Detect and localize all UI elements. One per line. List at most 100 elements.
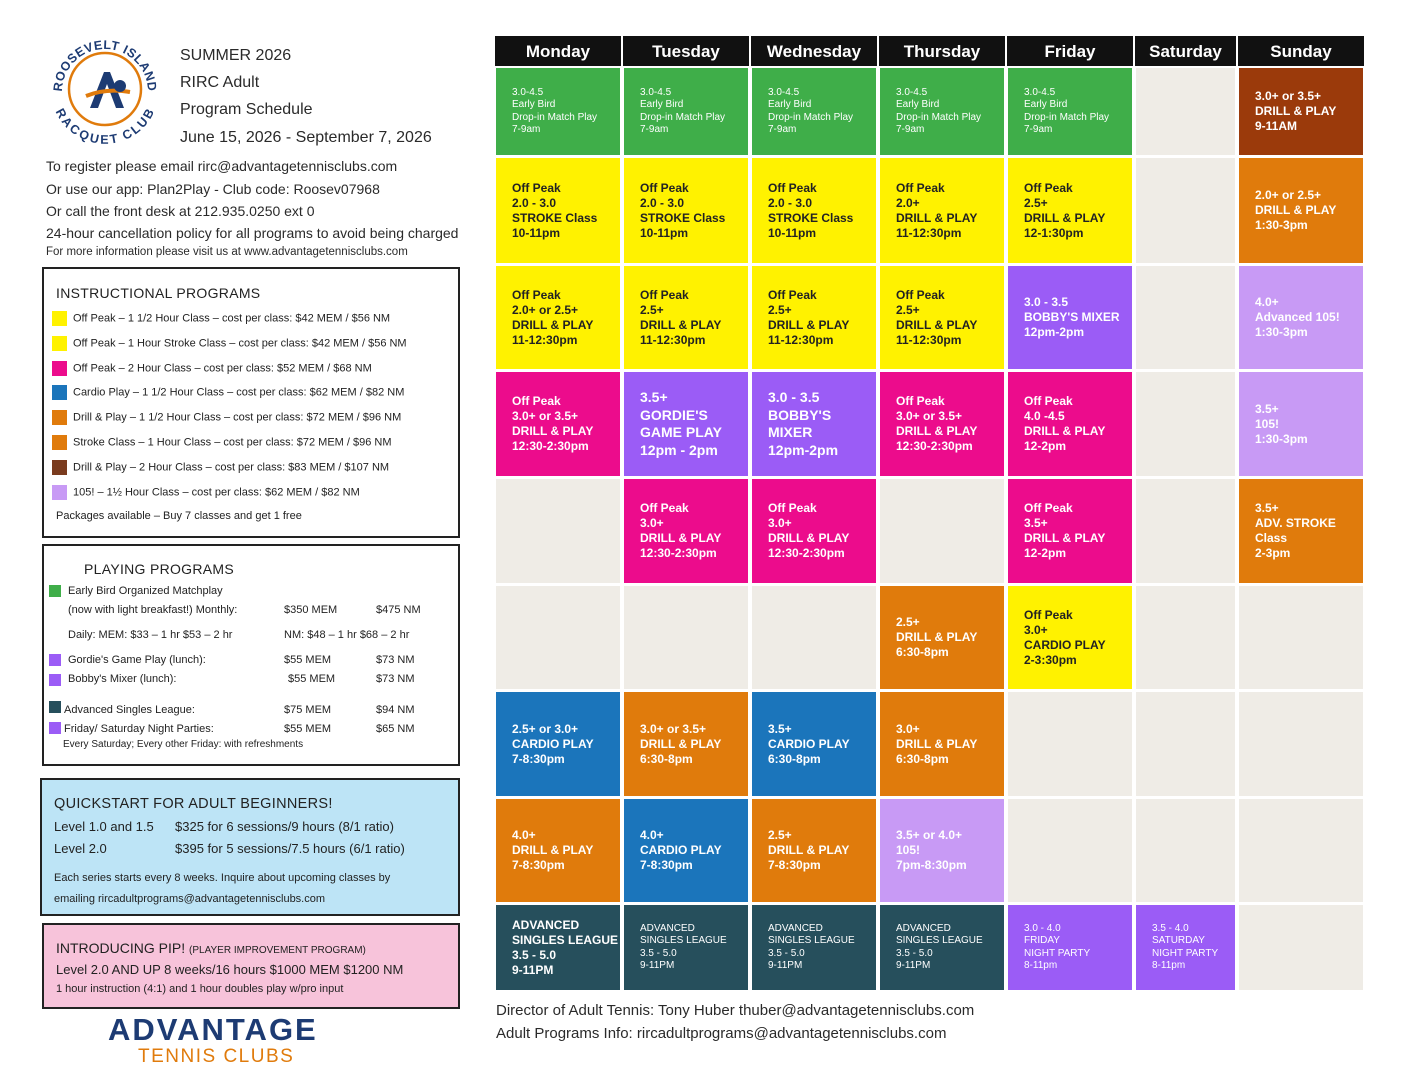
program-line: Drop-in Match Play [640, 111, 726, 123]
program-cell: Off Peak 3.0+ CARDIO PLAY 2-3:30pm [1008, 586, 1132, 689]
program-line: 11-12:30pm [768, 332, 834, 347]
instructional-item: Drill & Play – 2 Hour Class – cost per c… [52, 459, 389, 475]
empty-slot [1239, 905, 1363, 990]
instructional-item-label: Cardio Play – 1 1/2 Hour Class – cost pe… [73, 386, 405, 399]
program-line: DRILL & PLAY [896, 424, 978, 438]
early-bird-label: Early Bird Organized Matchplay [68, 585, 223, 597]
program-line: 3.0-4.5 [512, 86, 544, 98]
program-line: 12-2pm [1024, 546, 1067, 560]
program-line: 105! [1255, 416, 1280, 431]
program-cell: Off Peak 3.0+ DRILL & PLAY 12:30-2:30pm [624, 479, 748, 583]
program-cell: Off Peak 2.5+ DRILL & PLAY 11-12:30pm [880, 266, 1004, 369]
program-line: 105! [896, 843, 921, 857]
program-line: 2.0+ or 2.5+ [1255, 188, 1322, 202]
color-swatch [52, 410, 67, 426]
program-line: Off Peak [640, 287, 689, 302]
program-line: 2.5+ [896, 302, 920, 317]
program-line: DRILL & PLAY [1024, 210, 1106, 225]
program-cell: 2.5+ DRILL & PLAY 7-8:30pm [752, 799, 876, 902]
pip-title: INTRODUCING PIP! (PLAYER IMPROVEMENT PRO… [56, 940, 366, 956]
league-label: Advanced Singles League: [64, 704, 195, 716]
program-line: ADVANCED [640, 922, 695, 934]
program-line: BOBBY'S MIXER [1024, 310, 1120, 324]
program-cell: 3.5+ ADV. STROKE Class 2-3pm [1239, 479, 1363, 583]
program-line: DRILL & PLAY [896, 736, 978, 751]
league-mem-price: $75 MEM [284, 704, 332, 716]
day-header-monday: Monday [495, 36, 621, 66]
program-line: ADVANCED [768, 922, 823, 934]
parties-swatch [49, 722, 61, 734]
program-line: DRILL & PLAY [512, 317, 594, 332]
program-line: Drop-in Match Play [1024, 111, 1110, 123]
program-line: 3.0-4.5 [768, 86, 800, 98]
program-cell: Off Peak 3.0+ DRILL & PLAY 12:30-2:30pm [752, 479, 876, 583]
program-line: DRILL & PLAY [512, 843, 594, 857]
program-line: 4.0 -4.5 [1024, 409, 1065, 423]
program-line: 9-11PM [768, 960, 803, 971]
program-line: 2.5+ [1024, 195, 1048, 210]
program-cell: Off Peak 2.5+ DRILL & PLAY 11-12:30pm [624, 266, 748, 369]
program-line: CARDIO PLAY [768, 736, 850, 751]
program-line: 11-12:30pm [512, 332, 578, 347]
program-line: DRILL & PLAY [1024, 424, 1106, 438]
program-line: STROKE Class [768, 210, 854, 225]
brand-sub-text: TENNIS CLUBS [138, 1046, 295, 1067]
program-line: 9-11PM [512, 962, 554, 977]
color-swatch [52, 335, 67, 351]
program-line: 6:30-8pm [896, 751, 949, 766]
instructional-item-label: Off Peak – 2 Hour Class – cost per class… [73, 362, 372, 375]
program-line: Off Peak [768, 180, 817, 195]
program-line: DRILL & PLAY [896, 317, 978, 332]
empty-slot [1239, 692, 1363, 796]
program-line: 11-12:30pm [896, 332, 962, 347]
doc-title: Program Schedule [180, 101, 313, 118]
program-line: 2.5+ [640, 302, 664, 317]
quickstart-note2: emailing rircadultprograms@advantagetenn… [54, 893, 326, 905]
program-line: 2.5+ or 3.0+ [512, 721, 579, 736]
daily-nm-price: NM: $48 – 1 hr $68 – 2 hr [284, 629, 410, 641]
program-line: SINGLES LEAGUE [896, 935, 983, 946]
cancellation-policy: 24-hour cancellation policy for all prog… [46, 225, 459, 241]
day-header-wednesday: Wednesday [751, 36, 877, 66]
program-line: 3.5+ [1024, 516, 1048, 530]
program-line: 3.0-4.5 [896, 86, 928, 98]
program-line: 7-9am [896, 124, 925, 135]
breakfast-note: (now with light breakfast!) Monthly: [68, 604, 238, 616]
program-line: 12:30-2:30pm [896, 439, 973, 453]
color-swatch [52, 385, 67, 401]
program-cell: 3.0+ or 3.5+ DRILL & PLAY 6:30-8pm [624, 692, 748, 796]
program-cell: 3.0 - 3.5 BOBBY'S MIXER 12pm-2pm [1008, 266, 1132, 369]
program-line: 3.0+ [896, 721, 920, 736]
program-line: 11-12:30pm [896, 225, 962, 240]
playing-programs-box: PLAYING PROGRAMS Early Bird Organized Ma… [42, 544, 460, 766]
program-line: 2.0 - 3.0 [512, 195, 557, 210]
program-cell: Off Peak 2.0 - 3.0 STROKE Class 10-11pm [496, 158, 620, 263]
empty-slot [1136, 692, 1235, 796]
pip-details: Level 2.0 AND UP 8 weeks/16 hours $1000 … [56, 962, 404, 977]
program-line: 12:30-2:30pm [512, 439, 589, 453]
program-cell: Off Peak 3.0+ or 3.5+ DRILL & PLAY 12:30-2:… [496, 372, 620, 476]
program-cell: Off Peak 2.5+ DRILL & PLAY 11-12:30pm [752, 266, 876, 369]
gordie-nm-price: $73 NM [376, 654, 415, 666]
empty-slot [880, 479, 1004, 583]
program-line: 2.0 - 3.0 [768, 195, 813, 210]
program-line: 1:30-3pm [1255, 325, 1308, 339]
program-cell: 3.0-4.5 Early Bird Drop-in Match Play 7-9am [496, 68, 620, 155]
empty-slot [624, 586, 748, 689]
monthly-mem-price: $350 MEM [284, 604, 338, 616]
program-line: 3.5+ [1255, 501, 1279, 515]
quickstart-level1-price: $325 for 6 sessions/9 hours (8/1 ratio) [175, 819, 394, 834]
program-line: 6:30-8pm [768, 751, 821, 766]
program-cell: Off Peak 4.0 -4.5 DRILL & PLAY 12-2pm [1008, 372, 1132, 476]
league-swatch [49, 701, 61, 713]
color-swatch [52, 459, 67, 475]
instructional-item-label: Stroke Class – 1 Hour Class – cost per c… [73, 436, 392, 449]
program-line: 3.0 - 3.5 [1024, 295, 1069, 309]
program-line: 2.5+ [768, 828, 792, 842]
program-line: 9-11PM [896, 960, 931, 971]
program-line: 12:30-2:30pm [640, 546, 717, 560]
instructional-item-label: Off Peak – 1 1/2 Hour Class – cost per c… [73, 312, 391, 325]
program-cell: ADVANCED SINGLES LEAGUE 3.5 - 5.0 9-11PM [752, 905, 876, 990]
program-cell: 3.5+ or 4.0+ 105! 7pm-8:30pm [880, 799, 1004, 902]
program-line: SATURDAY [1152, 935, 1205, 946]
